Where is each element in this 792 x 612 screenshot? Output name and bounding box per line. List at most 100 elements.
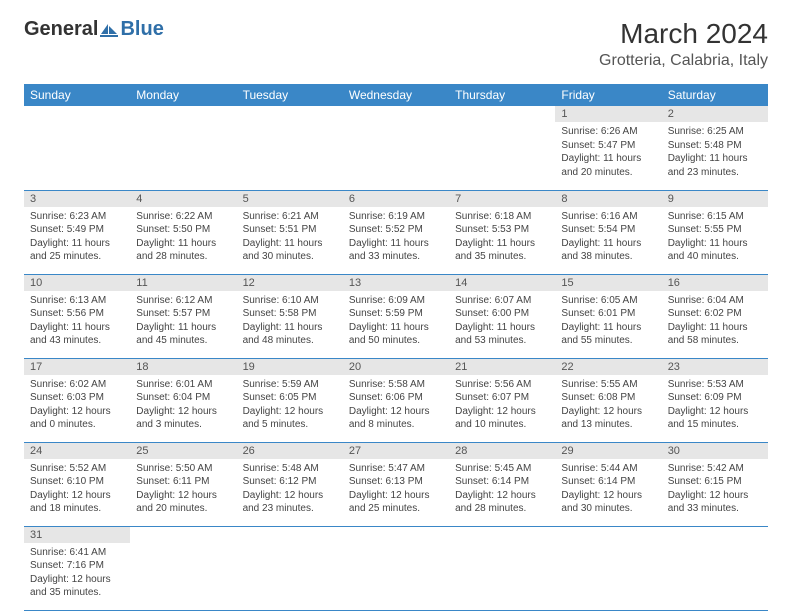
day-header: Tuesday — [237, 84, 343, 106]
day-details: Sunrise: 6:18 AMSunset: 5:53 PMDaylight:… — [449, 207, 555, 268]
day-cell-empty — [343, 526, 449, 610]
day-details: Sunrise: 5:47 AMSunset: 6:13 PMDaylight:… — [343, 459, 449, 520]
day-details: Sunrise: 5:52 AMSunset: 6:10 PMDaylight:… — [24, 459, 130, 520]
day-cell: 23Sunrise: 5:53 AMSunset: 6:09 PMDayligh… — [662, 358, 768, 442]
day-header: Wednesday — [343, 84, 449, 106]
day-details: Sunrise: 6:21 AMSunset: 5:51 PMDaylight:… — [237, 207, 343, 268]
sail-icon — [100, 23, 118, 37]
day-number: 26 — [237, 443, 343, 459]
day-header: Friday — [555, 84, 661, 106]
day-cell: 29Sunrise: 5:44 AMSunset: 6:14 PMDayligh… — [555, 442, 661, 526]
day-details: Sunrise: 6:02 AMSunset: 6:03 PMDaylight:… — [24, 375, 130, 436]
day-details: Sunrise: 5:48 AMSunset: 6:12 PMDaylight:… — [237, 459, 343, 520]
calendar-row: 24Sunrise: 5:52 AMSunset: 6:10 PMDayligh… — [24, 442, 768, 526]
calendar-row: 10Sunrise: 6:13 AMSunset: 5:56 PMDayligh… — [24, 274, 768, 358]
day-cell: 11Sunrise: 6:12 AMSunset: 5:57 PMDayligh… — [130, 274, 236, 358]
day-number: 2 — [662, 106, 768, 122]
day-number: 13 — [343, 275, 449, 291]
day-cell-empty — [662, 526, 768, 610]
day-details: Sunrise: 6:01 AMSunset: 6:04 PMDaylight:… — [130, 375, 236, 436]
day-cell: 12Sunrise: 6:10 AMSunset: 5:58 PMDayligh… — [237, 274, 343, 358]
day-cell: 8Sunrise: 6:16 AMSunset: 5:54 PMDaylight… — [555, 190, 661, 274]
day-number: 9 — [662, 191, 768, 207]
location: Grotteria, Calabria, Italy — [599, 52, 768, 70]
logo-text-blue: Blue — [120, 18, 163, 41]
day-cell-empty — [555, 526, 661, 610]
day-cell-empty — [449, 526, 555, 610]
day-details: Sunrise: 5:55 AMSunset: 6:08 PMDaylight:… — [555, 375, 661, 436]
day-cell: 16Sunrise: 6:04 AMSunset: 6:02 PMDayligh… — [662, 274, 768, 358]
day-cell: 19Sunrise: 5:59 AMSunset: 6:05 PMDayligh… — [237, 358, 343, 442]
day-details: Sunrise: 6:13 AMSunset: 5:56 PMDaylight:… — [24, 291, 130, 352]
day-cell-empty — [449, 106, 555, 190]
day-cell: 3Sunrise: 6:23 AMSunset: 5:49 PMDaylight… — [24, 190, 130, 274]
day-number: 27 — [343, 443, 449, 459]
day-number: 17 — [24, 359, 130, 375]
day-details: Sunrise: 6:22 AMSunset: 5:50 PMDaylight:… — [130, 207, 236, 268]
logo: General Blue — [24, 18, 164, 41]
calendar-table: SundayMondayTuesdayWednesdayThursdayFrid… — [24, 84, 768, 611]
day-number: 23 — [662, 359, 768, 375]
day-cell: 7Sunrise: 6:18 AMSunset: 5:53 PMDaylight… — [449, 190, 555, 274]
day-cell: 4Sunrise: 6:22 AMSunset: 5:50 PMDaylight… — [130, 190, 236, 274]
day-number: 22 — [555, 359, 661, 375]
day-cell: 10Sunrise: 6:13 AMSunset: 5:56 PMDayligh… — [24, 274, 130, 358]
day-details: Sunrise: 5:50 AMSunset: 6:11 PMDaylight:… — [130, 459, 236, 520]
day-details: Sunrise: 6:15 AMSunset: 5:55 PMDaylight:… — [662, 207, 768, 268]
day-details: Sunrise: 5:44 AMSunset: 6:14 PMDaylight:… — [555, 459, 661, 520]
day-number: 6 — [343, 191, 449, 207]
day-details: Sunrise: 5:42 AMSunset: 6:15 PMDaylight:… — [662, 459, 768, 520]
day-cell: 26Sunrise: 5:48 AMSunset: 6:12 PMDayligh… — [237, 442, 343, 526]
day-number: 14 — [449, 275, 555, 291]
day-cell: 24Sunrise: 5:52 AMSunset: 6:10 PMDayligh… — [24, 442, 130, 526]
day-number: 20 — [343, 359, 449, 375]
day-number: 29 — [555, 443, 661, 459]
day-cell-empty — [130, 526, 236, 610]
month-title: March 2024 — [599, 18, 768, 50]
day-details: Sunrise: 6:19 AMSunset: 5:52 PMDaylight:… — [343, 207, 449, 268]
calendar-body: 1Sunrise: 6:26 AMSunset: 5:47 PMDaylight… — [24, 106, 768, 610]
logo-text-general: General — [24, 18, 98, 41]
day-details: Sunrise: 5:53 AMSunset: 6:09 PMDaylight:… — [662, 375, 768, 436]
day-number: 18 — [130, 359, 236, 375]
day-cell: 5Sunrise: 6:21 AMSunset: 5:51 PMDaylight… — [237, 190, 343, 274]
day-number: 5 — [237, 191, 343, 207]
day-details: Sunrise: 6:41 AMSunset: 7:16 PMDaylight:… — [24, 543, 130, 604]
day-details: Sunrise: 6:26 AMSunset: 5:47 PMDaylight:… — [555, 122, 661, 183]
day-number: 3 — [24, 191, 130, 207]
day-cell-empty — [237, 106, 343, 190]
title-block: March 2024 Grotteria, Calabria, Italy — [599, 18, 768, 70]
day-cell: 30Sunrise: 5:42 AMSunset: 6:15 PMDayligh… — [662, 442, 768, 526]
day-header: Saturday — [662, 84, 768, 106]
day-number: 11 — [130, 275, 236, 291]
day-cell: 25Sunrise: 5:50 AMSunset: 6:11 PMDayligh… — [130, 442, 236, 526]
header: General Blue March 2024 Grotteria, Calab… — [0, 0, 792, 78]
day-cell: 1Sunrise: 6:26 AMSunset: 5:47 PMDaylight… — [555, 106, 661, 190]
day-header: Monday — [130, 84, 236, 106]
day-number: 30 — [662, 443, 768, 459]
day-details: Sunrise: 5:58 AMSunset: 6:06 PMDaylight:… — [343, 375, 449, 436]
day-number: 19 — [237, 359, 343, 375]
day-details: Sunrise: 6:16 AMSunset: 5:54 PMDaylight:… — [555, 207, 661, 268]
day-number: 25 — [130, 443, 236, 459]
day-cell: 31Sunrise: 6:41 AMSunset: 7:16 PMDayligh… — [24, 526, 130, 610]
day-cell: 14Sunrise: 6:07 AMSunset: 6:00 PMDayligh… — [449, 274, 555, 358]
calendar-row: 17Sunrise: 6:02 AMSunset: 6:03 PMDayligh… — [24, 358, 768, 442]
day-cell-empty — [343, 106, 449, 190]
day-cell: 18Sunrise: 6:01 AMSunset: 6:04 PMDayligh… — [130, 358, 236, 442]
day-details: Sunrise: 6:10 AMSunset: 5:58 PMDaylight:… — [237, 291, 343, 352]
day-number: 4 — [130, 191, 236, 207]
day-cell: 13Sunrise: 6:09 AMSunset: 5:59 PMDayligh… — [343, 274, 449, 358]
day-details: Sunrise: 5:59 AMSunset: 6:05 PMDaylight:… — [237, 375, 343, 436]
day-details: Sunrise: 5:56 AMSunset: 6:07 PMDaylight:… — [449, 375, 555, 436]
day-cell: 22Sunrise: 5:55 AMSunset: 6:08 PMDayligh… — [555, 358, 661, 442]
day-details: Sunrise: 6:05 AMSunset: 6:01 PMDaylight:… — [555, 291, 661, 352]
day-cell: 27Sunrise: 5:47 AMSunset: 6:13 PMDayligh… — [343, 442, 449, 526]
day-cell: 28Sunrise: 5:45 AMSunset: 6:14 PMDayligh… — [449, 442, 555, 526]
day-cell-empty — [237, 526, 343, 610]
day-number: 8 — [555, 191, 661, 207]
calendar-row: 31Sunrise: 6:41 AMSunset: 7:16 PMDayligh… — [24, 526, 768, 610]
day-number: 16 — [662, 275, 768, 291]
calendar-row: 3Sunrise: 6:23 AMSunset: 5:49 PMDaylight… — [24, 190, 768, 274]
day-details: Sunrise: 5:45 AMSunset: 6:14 PMDaylight:… — [449, 459, 555, 520]
